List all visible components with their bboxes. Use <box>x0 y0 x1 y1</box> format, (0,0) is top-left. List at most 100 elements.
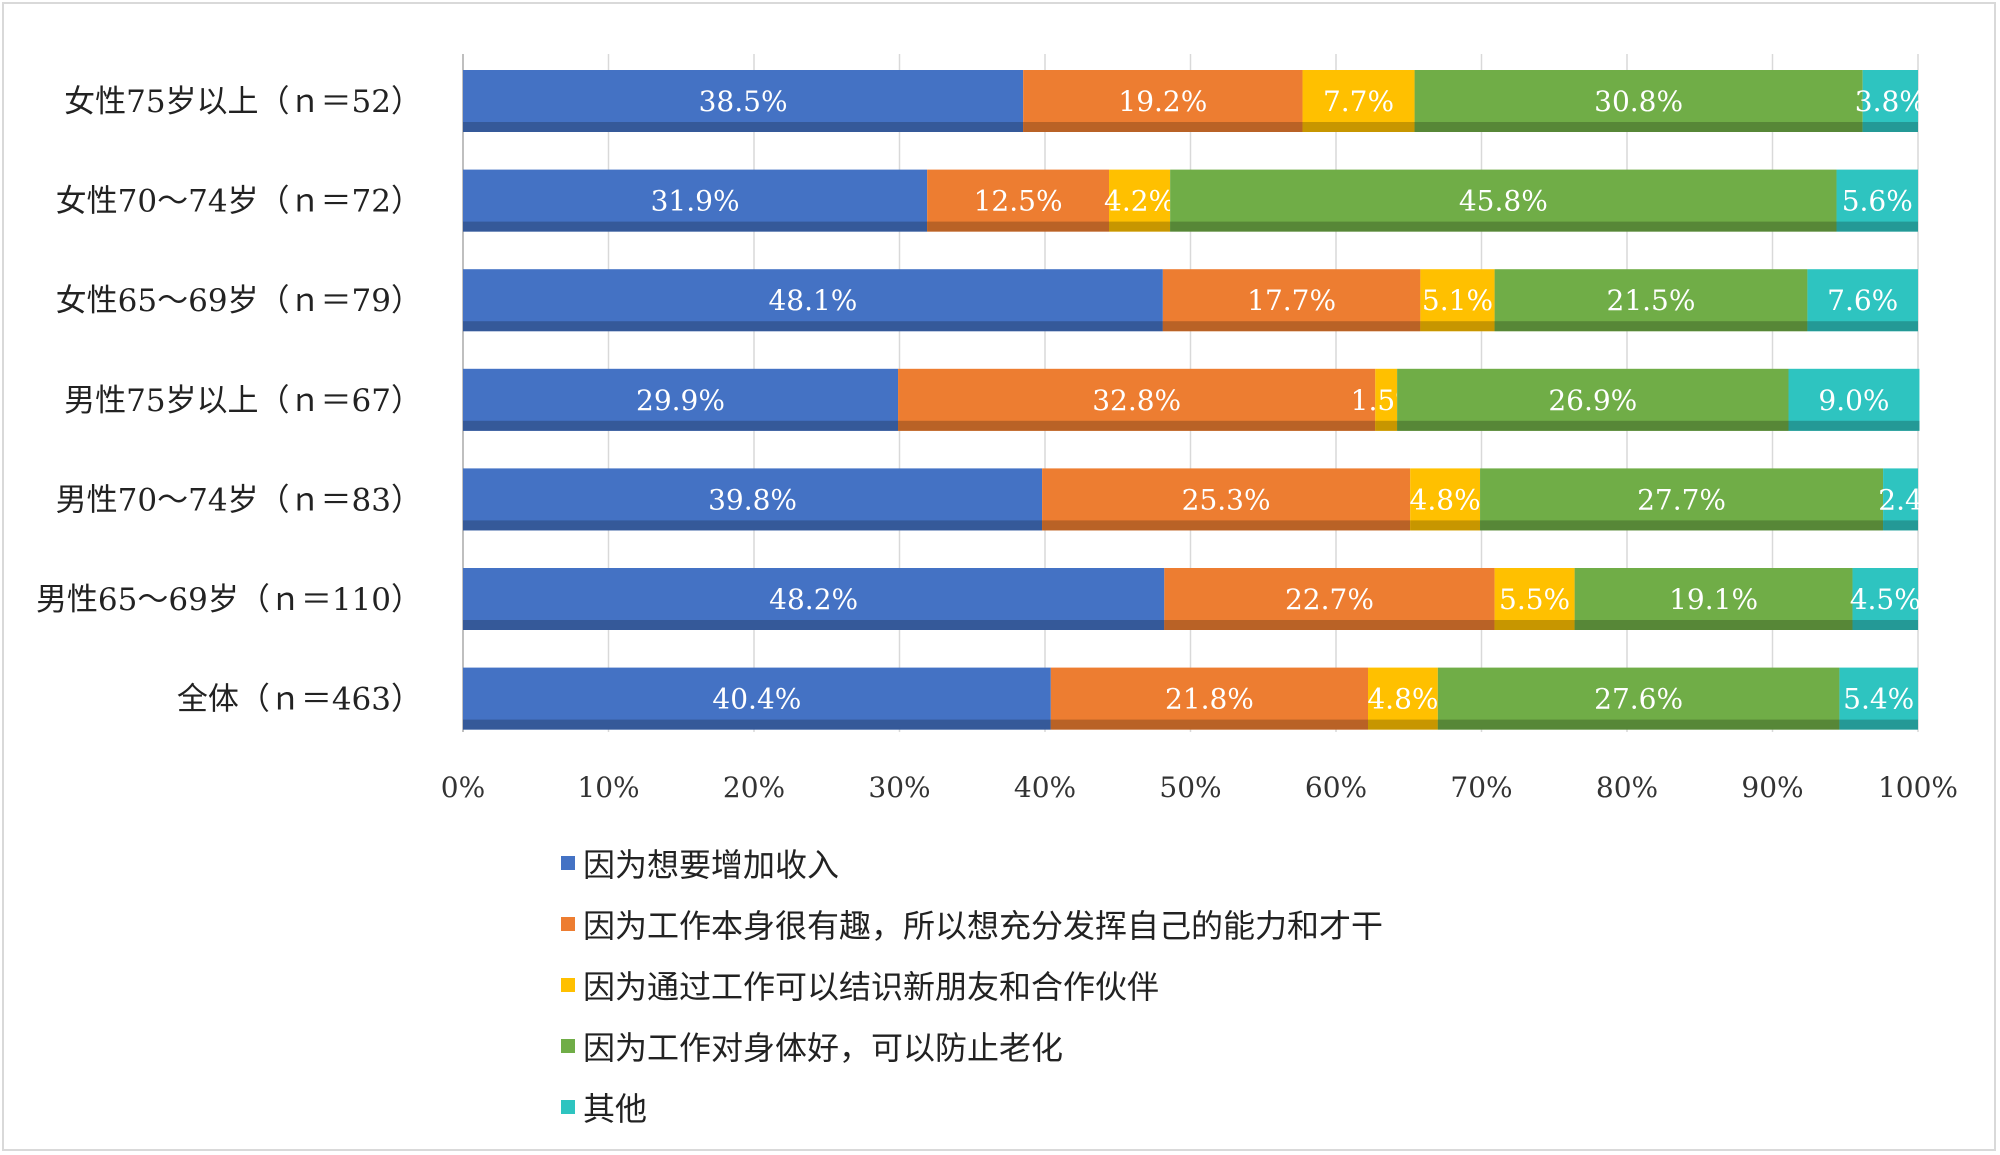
data-label: 48.1% <box>768 284 857 317</box>
data-label: 22.7% <box>1285 583 1374 616</box>
bar-segment-shade <box>463 420 899 431</box>
x-tick-label: 90% <box>1741 771 1803 804</box>
data-label: 5.6% <box>1842 185 1913 218</box>
bar-segment <box>1410 468 1481 531</box>
data-label: 17.7% <box>1247 284 1336 317</box>
bar-segment <box>1480 468 1884 531</box>
category-label: 男性65～69岁（ｎ＝110） <box>36 582 422 618</box>
bar-segment-shade <box>1883 520 1918 531</box>
bar-segment-shade <box>463 221 928 232</box>
bar-segment <box>1368 667 1438 730</box>
legend-swatch <box>561 917 575 931</box>
bar-segment-shade <box>1836 221 1918 232</box>
bar-segment-shade <box>1164 620 1495 630</box>
data-label: 48.2% <box>769 583 858 616</box>
data-label: 21.8% <box>1165 683 1254 716</box>
category-label: 全体（ｎ＝463） <box>177 682 422 718</box>
category-label: 女性65～69岁（ｎ＝79） <box>56 283 422 319</box>
legend-label: 因为工作对身体好，可以防止老化 <box>583 1029 1063 1067</box>
data-label: 29.9% <box>636 384 725 417</box>
legend-label: 因为通过工作可以结识新朋友和合作伙伴 <box>583 968 1159 1006</box>
bar-segment-shade <box>463 719 1051 730</box>
data-label: 4.5% <box>1850 583 1921 616</box>
bar-segment <box>463 468 1043 531</box>
bar-segment-shade <box>927 221 1110 232</box>
bar-segment-shade <box>1574 620 1853 630</box>
bar-segment-shade <box>1807 321 1918 332</box>
bar-segment-shade <box>463 520 1043 531</box>
bar-segment-shade <box>1368 719 1438 730</box>
data-label: 12.5% <box>974 185 1063 218</box>
bar-segment-shade <box>1437 719 1840 730</box>
bar-segment <box>1420 269 1495 332</box>
bar-segment-shade <box>463 620 1165 630</box>
x-tick-label: 80% <box>1596 771 1658 804</box>
bar-segment <box>463 568 1165 630</box>
bar-segment-shade <box>1109 221 1171 232</box>
x-tick-label: 10% <box>577 771 639 804</box>
bar-segment <box>1839 667 1918 730</box>
bar-segment <box>1836 169 1918 232</box>
data-label: 27.6% <box>1594 683 1683 716</box>
bar-segment-shade <box>1410 520 1481 531</box>
bar-segment <box>1397 368 1789 431</box>
data-label: 45.8% <box>1459 185 1548 218</box>
bar-segment-shade <box>1420 321 1495 332</box>
x-tick-label: 40% <box>1014 771 1076 804</box>
data-label: 19.2% <box>1118 85 1207 118</box>
category-label: 男性75岁以上（ｎ＝67） <box>64 383 422 419</box>
data-label: 39.8% <box>708 483 797 516</box>
bar-segment <box>1302 70 1415 132</box>
bar-segment-shade <box>1042 520 1411 531</box>
bar-segment-shade <box>1839 719 1918 730</box>
bar-segment <box>1109 169 1171 232</box>
bar-segment <box>463 667 1051 730</box>
bar-segment <box>1375 368 1398 431</box>
legend-swatch <box>561 978 575 992</box>
data-label: 5.5% <box>1499 583 1570 616</box>
category-label: 女性75岁以上（ｎ＝52） <box>64 84 422 120</box>
data-label: 4.8% <box>1367 683 1438 716</box>
bar-segment <box>1437 667 1840 730</box>
bar-segment <box>1050 667 1369 730</box>
bar-segment <box>898 368 1376 431</box>
legend-label: 因为工作本身很有趣，所以想充分发挥自己的能力和才干 <box>583 907 1383 945</box>
data-label: 19.1% <box>1669 583 1758 616</box>
x-tick-label: 50% <box>1159 771 1221 804</box>
bar-segment <box>1883 468 1918 531</box>
category-label: 女性70～74岁（ｎ＝72） <box>56 184 422 220</box>
bar-segment-shade <box>463 122 1024 132</box>
x-tick-label: 100% <box>1878 771 1958 804</box>
x-tick-label: 30% <box>868 771 930 804</box>
bar-segment-shade <box>1788 420 1920 431</box>
bar-segment <box>1023 70 1303 132</box>
bar-segment-shade <box>1480 520 1884 531</box>
bar-segment-shade <box>1302 122 1415 132</box>
bar-segment <box>1807 269 1918 332</box>
legend-label: 其他 <box>583 1090 647 1128</box>
bar-segment <box>1164 568 1495 630</box>
bar-segment <box>1494 269 1808 332</box>
bar-segment-shade <box>1414 122 1863 132</box>
bar-segment <box>463 70 1024 132</box>
data-label: 9.0% <box>1818 384 1889 417</box>
data-label: 31.9% <box>651 185 740 218</box>
bar-segment-shade <box>1375 420 1398 431</box>
bar-segment-shade <box>1494 620 1575 630</box>
bar-segment <box>1414 70 1863 132</box>
x-tick-label: 0% <box>441 771 485 804</box>
bar-segment-shade <box>1170 221 1837 232</box>
bar-segment <box>1788 368 1920 431</box>
bar-segment-shade <box>898 420 1376 431</box>
bar-segment-shade <box>463 321 1163 332</box>
legend-swatch <box>561 1100 575 1114</box>
data-label: 21.5% <box>1607 284 1696 317</box>
bar-segment <box>1494 568 1575 630</box>
legend-label: 因为想要增加收入 <box>583 846 839 884</box>
bar-segment-shade <box>1852 620 1918 630</box>
bar-segment-shade <box>1162 321 1421 332</box>
bar-segment <box>1162 269 1421 332</box>
data-label: 38.5% <box>699 85 788 118</box>
data-label: 26.9% <box>1548 384 1637 417</box>
bar-segment <box>1042 468 1411 531</box>
